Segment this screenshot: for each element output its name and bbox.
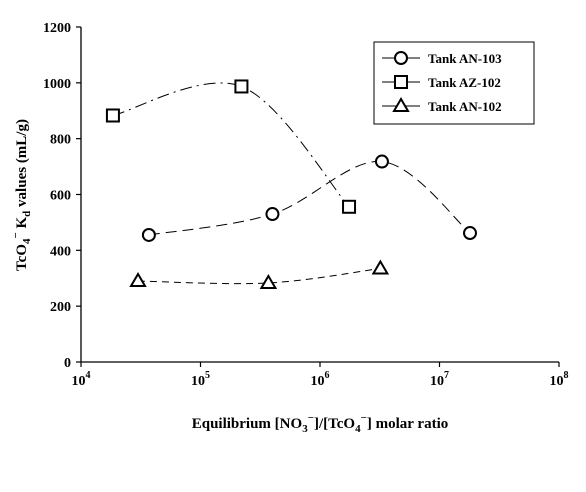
y-tick-label: 1000 xyxy=(43,77,71,92)
x-axis-label-subscript: 4 xyxy=(355,423,361,435)
y-tick-label: 200 xyxy=(50,300,71,315)
data-point-square xyxy=(105,108,120,123)
x-tick-label: 106 xyxy=(311,370,330,389)
data-point-circle xyxy=(374,154,389,169)
legend-items: Tank AN-103 Tank AZ-102 Tank AN-102 xyxy=(382,51,502,114)
y-ticks: 0 200 400 600 800 1000 1200 xyxy=(43,21,81,371)
y-tick-label: 1200 xyxy=(43,21,71,36)
x-tick-base: 10 xyxy=(550,374,564,389)
y-axis-label-part: K xyxy=(14,216,30,232)
y-axis-label-part: TcO xyxy=(14,244,30,271)
series-line xyxy=(112,82,350,208)
x-tick-label: 104 xyxy=(72,370,91,389)
legend-marker-triangle xyxy=(392,97,410,112)
y-axis-label: TcO4− Kd values (mL/g) xyxy=(10,119,33,271)
data-point-triangle xyxy=(371,259,390,275)
x-tick-base: 10 xyxy=(72,374,86,389)
x-tick-exponent: 7 xyxy=(444,370,449,381)
x-tick-base: 10 xyxy=(191,374,205,389)
x-tick-label: 107 xyxy=(430,370,449,389)
y-tick-label: 400 xyxy=(50,244,71,259)
x-axis-label-part: ] molar ratio xyxy=(367,416,448,432)
legend: Tank AN-103 Tank AZ-102 Tank AN-102 xyxy=(373,41,535,125)
x-tick-label: 108 xyxy=(550,370,569,389)
data-point-triangle xyxy=(259,274,278,289)
legend-label: Tank AN-102 xyxy=(428,99,502,114)
legend-label: Tank AN-103 xyxy=(428,51,502,66)
x-tick-exponent: 4 xyxy=(86,370,91,381)
x-tick-base: 10 xyxy=(430,374,444,389)
x-tick-exponent: 8 xyxy=(564,370,569,381)
legend-marker-circle xyxy=(394,51,408,65)
data-point-square xyxy=(342,199,357,214)
y-tick-label: 0 xyxy=(64,356,71,371)
x-axis-label-part: Equilibrium [NO xyxy=(192,416,302,432)
series-line xyxy=(138,267,381,285)
legend-marker-square xyxy=(394,75,408,89)
data-point-circle xyxy=(265,207,280,222)
x-tick-exponent: 5 xyxy=(205,370,210,381)
series-line xyxy=(148,161,471,236)
y-axis-label-part: values (mL/g) xyxy=(14,119,30,211)
x-tick-base: 10 xyxy=(311,374,325,389)
x-axis-label-superscript: − xyxy=(308,412,314,424)
data-point-triangle xyxy=(129,272,147,288)
legend-label: Tank AZ-102 xyxy=(428,75,501,90)
series-markers xyxy=(105,79,478,289)
data-point-square xyxy=(234,79,249,94)
y-axis-label-subscript: d xyxy=(21,211,33,217)
data-point-circle xyxy=(463,226,478,241)
data-point-circle xyxy=(141,227,156,242)
x-axis-label-superscript: − xyxy=(361,412,367,424)
x-axis-label-subscript: 3 xyxy=(302,423,308,435)
y-tick-label: 600 xyxy=(50,189,71,204)
series-curves xyxy=(112,82,471,285)
x-tick-exponent: 6 xyxy=(325,370,330,381)
x-axis-label-part: ]/[TcO xyxy=(314,416,355,432)
x-ticks: 104 105 106 107 108 xyxy=(72,362,569,389)
y-axis-label-superscript: − xyxy=(10,232,22,238)
x-axis-label: Equilibrium [NO3−]/[TcO4−] molar ratio xyxy=(192,412,449,435)
y-tick-label: 800 xyxy=(50,133,71,148)
x-tick-label: 105 xyxy=(191,370,210,389)
y-axis-label-subscript: 4 xyxy=(21,238,33,244)
